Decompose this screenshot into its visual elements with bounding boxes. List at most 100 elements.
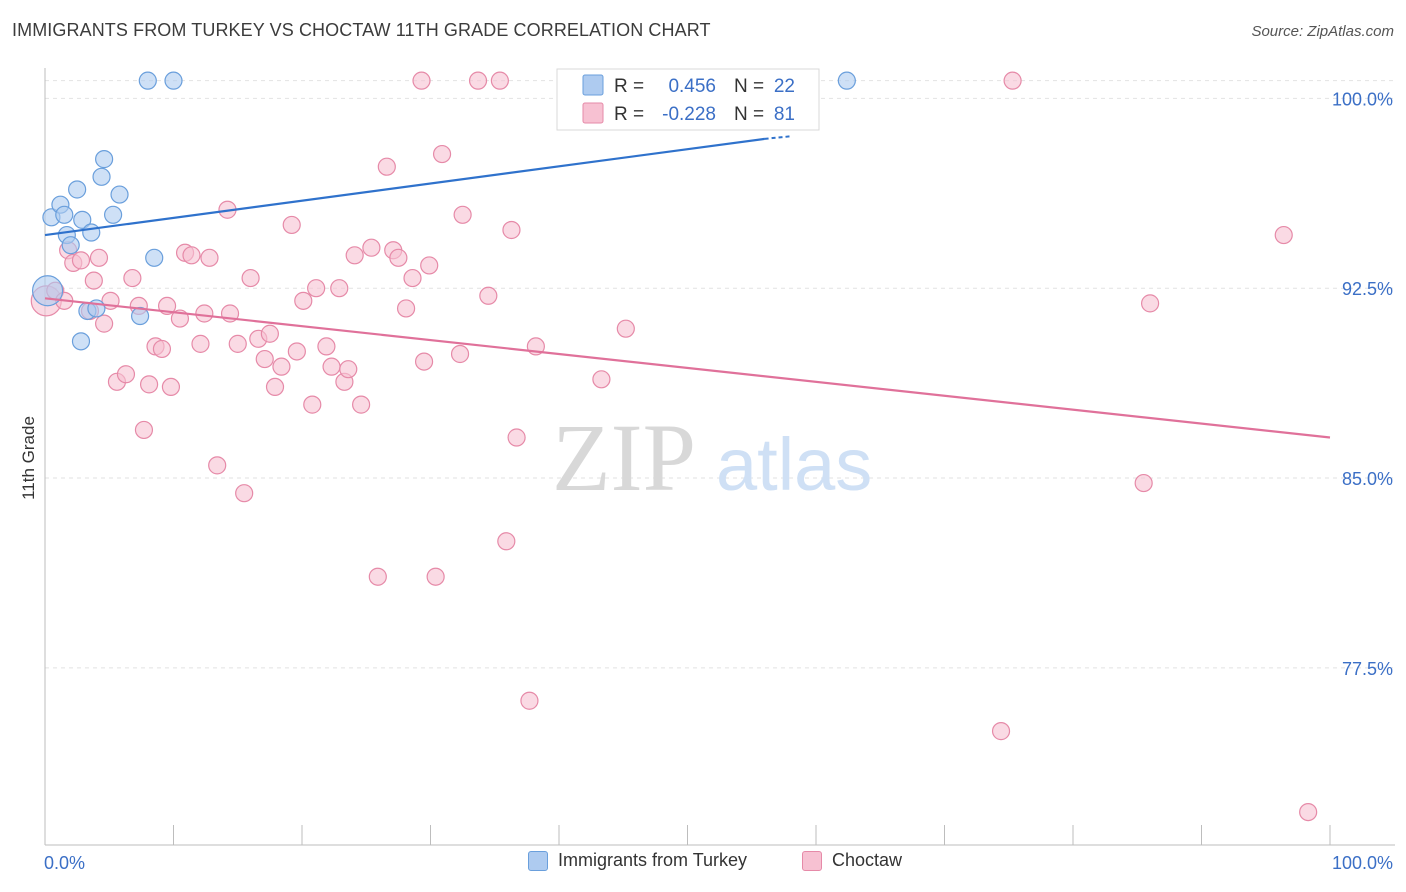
watermark: ZIP atlas	[552, 404, 872, 511]
turkey-point	[104, 205, 123, 224]
choctaw-point	[345, 246, 364, 265]
chart-title: IMMIGRANTS FROM TURKEY VS CHOCTAW 11TH G…	[12, 20, 711, 40]
y-tick-label: 77.5%	[1342, 659, 1393, 679]
choctaw-point	[208, 456, 227, 475]
choctaw-point	[241, 268, 260, 288]
y-tick-label: 85.0%	[1342, 469, 1393, 489]
turkey-point	[71, 332, 91, 351]
legend-n-label-choctaw: N =	[734, 104, 764, 125]
legend-swatch-choctaw-bottom	[802, 850, 822, 871]
choctaw-point	[200, 248, 219, 267]
legend-n-label-turkey: N =	[734, 76, 764, 97]
legend-item-choctaw[interactable]: Choctaw	[802, 850, 902, 871]
bottom-legend: Immigrants from Turkey Choctaw	[0, 850, 1406, 880]
choctaw-point	[432, 144, 452, 164]
x-tick-label-max: 100.0%	[1332, 853, 1393, 873]
choctaw-point	[426, 567, 445, 586]
turkey-point	[73, 210, 92, 229]
choctaw-point	[339, 360, 358, 379]
turkey-point	[145, 248, 164, 267]
choctaw-point	[317, 337, 336, 356]
choctaw-point	[282, 215, 301, 235]
choctaw-point	[479, 286, 498, 305]
choctaw-point	[414, 352, 434, 371]
choctaw-point	[592, 370, 611, 389]
choctaw-point	[255, 349, 274, 369]
choctaw-point	[991, 722, 1011, 741]
turkey-point	[31, 275, 64, 307]
choctaw-point	[307, 279, 326, 298]
choctaw-point	[520, 691, 539, 710]
choctaw-point	[95, 314, 114, 333]
choctaw-point	[468, 71, 488, 90]
legend-r-label-turkey: R =	[614, 76, 644, 97]
choctaw-point	[352, 395, 371, 414]
correlation-legend: R = 0.456 N = 22 R = -0.228 N = 81	[556, 68, 820, 131]
choctaw-point	[71, 251, 91, 270]
turkey-point	[68, 180, 87, 199]
choctaw-point	[84, 271, 103, 290]
choctaw-point	[368, 567, 387, 586]
turkey-point	[82, 223, 101, 242]
turkey-point	[61, 236, 80, 255]
choctaw-point	[303, 395, 322, 414]
turkey-point	[95, 150, 114, 169]
choctaw-point	[228, 334, 247, 353]
trend-line-turkey-extension	[764, 135, 791, 140]
choctaw-point	[265, 377, 285, 396]
choctaw-point	[396, 299, 416, 318]
choctaw-point	[235, 484, 254, 503]
choctaw-point	[490, 71, 509, 90]
choctaw-point	[1140, 294, 1160, 313]
choctaw-point	[191, 334, 210, 353]
watermark-zip: ZIP	[552, 404, 696, 511]
legend-swatch-turkey-bottom	[528, 850, 548, 871]
choctaw-point	[502, 220, 521, 240]
choctaw-point	[134, 420, 154, 440]
data-points	[30, 71, 1318, 822]
watermark-atlas: atlas	[716, 423, 872, 506]
choctaw-point	[1274, 225, 1293, 245]
legend-swatch-turkey	[582, 74, 604, 96]
legend-n-value-turkey: 22	[774, 76, 795, 97]
grid-lines	[45, 80, 1395, 669]
choctaw-point	[161, 377, 181, 396]
axes	[44, 68, 1395, 846]
trend-lines	[44, 135, 1331, 439]
choctaw-point	[497, 532, 516, 551]
y-tick-labels: 100.0% 92.5% 85.0% 77.5%	[1332, 89, 1393, 678]
legend-item-turkey[interactable]: Immigrants from Turkey	[528, 850, 747, 871]
legend-label-turkey: Immigrants from Turkey	[558, 850, 748, 870]
x-tick-label-min: 0.0%	[44, 853, 85, 873]
choctaw-point	[453, 205, 472, 224]
choctaw-point	[152, 339, 172, 359]
turkey-point	[55, 205, 74, 224]
legend-n-value-choctaw: 81	[774, 104, 795, 125]
choctaw-point	[1134, 473, 1153, 493]
turkey-point	[138, 71, 157, 90]
turkey-point	[92, 167, 111, 186]
choctaw-point	[362, 238, 381, 257]
legend-r-value-turkey: 0.456	[668, 76, 716, 97]
choctaw-point	[616, 319, 635, 338]
choctaw-point	[322, 357, 341, 376]
choctaw-point	[260, 324, 279, 343]
legend-r-value-choctaw: -0.228	[662, 104, 716, 125]
choctaw-point	[420, 256, 439, 275]
legend-r-label-choctaw: R =	[614, 104, 644, 125]
source-credit: Source: ZipAtlas.com	[1251, 23, 1394, 40]
choctaw-point	[116, 365, 136, 384]
choctaw-point	[182, 246, 201, 265]
choctaw-point	[330, 279, 349, 298]
turkey-point	[837, 71, 856, 90]
trend-line-choctaw	[44, 297, 1331, 439]
y-tick-label: 100.0%	[1332, 89, 1393, 109]
choctaw-point	[450, 344, 470, 364]
choctaw-point	[294, 291, 313, 310]
legend-label-choctaw: Choctaw	[832, 850, 903, 870]
legend-swatch-choctaw	[582, 102, 604, 124]
choctaw-point	[123, 268, 142, 288]
choctaw-point	[139, 375, 159, 394]
choctaw-point	[1003, 71, 1022, 90]
y-axis-label: 11th Grade	[19, 416, 38, 500]
